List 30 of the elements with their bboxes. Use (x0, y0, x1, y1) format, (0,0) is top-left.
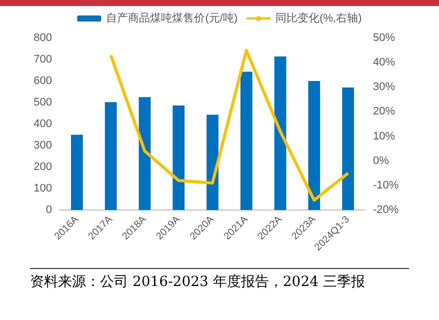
y2-tick-label: 10% (373, 130, 396, 142)
bar (206, 114, 218, 210)
bar (104, 102, 117, 210)
text: 资料来源：公司 2016-2023 年度报告，2024 三季报 (30, 273, 366, 291)
y2-tick-label: 30% (373, 81, 396, 94)
bar (71, 134, 83, 210)
line-series (109, 48, 350, 202)
y2-tick-label: -10% (373, 179, 399, 192)
y-tick-label: 400 (34, 118, 52, 130)
legend-label: 自产商品煤吨煤售价(元/吨) (106, 12, 238, 24)
y-tick-label: 0 (46, 204, 52, 216)
y-tick-label: 700 (34, 54, 52, 66)
y-tick-label: 500 (34, 96, 52, 108)
bar (342, 87, 354, 210)
y2-tick-label: -20% (373, 204, 399, 216)
y2-tick-label: 20% (373, 106, 396, 118)
bar (308, 81, 320, 210)
y2-tick-label: 40% (373, 56, 396, 69)
y-tick-label: 300 (34, 140, 52, 152)
y2-tick-label: 0% (373, 154, 390, 167)
y-tick-label: 100 (34, 182, 52, 194)
y2-tick-label: 50% (373, 32, 396, 44)
legend-label: 同比变化(%,右轴) (276, 12, 362, 24)
y-tick-label: 800 (34, 32, 52, 44)
bar (274, 56, 286, 210)
bar (172, 106, 185, 210)
y-tick-label: 200 (34, 161, 52, 173)
y-tick-label: 600 (34, 75, 52, 87)
bar (138, 97, 151, 210)
bar (240, 72, 252, 210)
